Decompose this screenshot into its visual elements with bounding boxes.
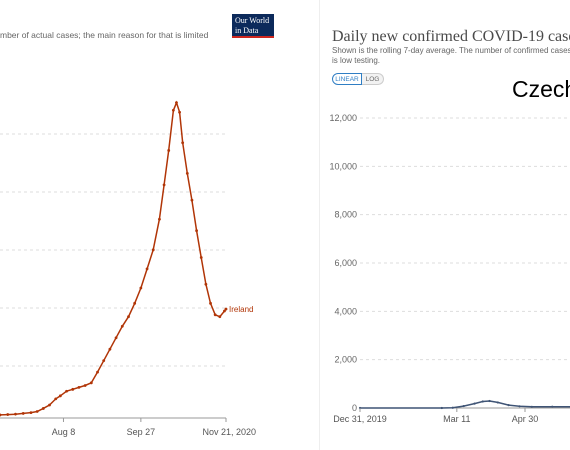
data-point — [114, 336, 118, 340]
data-point — [440, 406, 443, 410]
y-tick-label: 2,000 — [334, 355, 357, 365]
data-point — [151, 248, 155, 252]
x-tick-label: Sep 27 — [127, 427, 156, 437]
series-label-ireland: Ireland — [229, 305, 253, 314]
left-chart-panel: mber of actual cases; the main reason fo… — [0, 14, 274, 437]
data-point — [120, 324, 124, 328]
owid-logo[interactable]: Our World in Data — [232, 14, 274, 38]
data-point — [507, 404, 510, 407]
data-point — [35, 410, 39, 413]
data-point — [181, 141, 185, 145]
data-point — [102, 359, 106, 363]
data-point — [213, 313, 217, 317]
data-point — [58, 394, 62, 398]
data-point — [175, 101, 178, 105]
data-point — [223, 309, 226, 313]
data-point — [54, 397, 58, 401]
x-tick-label: Aug 8 — [52, 427, 76, 437]
data-point — [139, 286, 143, 290]
data-point — [496, 401, 499, 404]
data-point — [21, 412, 25, 415]
y-tick-label: 12,000 — [329, 113, 357, 123]
left-chart-subtitle: mber of actual cases; the main reason fo… — [0, 30, 209, 40]
x-tick-label: Dec 31, 2019 — [333, 414, 387, 424]
log-scale-button[interactable]: LOG — [362, 73, 384, 85]
data-point — [190, 198, 194, 202]
left-line-chart: Ireland Aug 8 Sep 27 Nov 21, 2020 — [0, 100, 256, 437]
data-point — [530, 405, 533, 408]
data-point — [451, 406, 454, 409]
data-point — [518, 405, 521, 408]
data-point — [145, 267, 149, 271]
data-point — [171, 108, 175, 112]
data-point — [71, 387, 75, 391]
data-point — [0, 413, 2, 417]
y-tick-label: 6,000 — [334, 258, 357, 268]
data-point — [481, 400, 484, 403]
data-point — [96, 370, 99, 374]
data-point — [224, 307, 228, 311]
chart-subtitle: Shown is the rolling 7-day average. The … — [332, 46, 570, 65]
data-point — [133, 301, 137, 305]
owid-logo-line1: Our World — [235, 16, 270, 25]
data-point — [89, 381, 93, 385]
y-tick-label: 0 — [352, 403, 357, 413]
data-point — [127, 315, 130, 319]
data-point — [77, 386, 81, 389]
data-point — [14, 412, 17, 416]
data-point — [218, 315, 222, 319]
linear-scale-button[interactable]: LINEAR — [332, 73, 362, 85]
y-tick-label: 10,000 — [329, 161, 357, 171]
right-line-chart: 0 2,000 4,000 6,000 8,000 10,000 12,000 Dec 31,… — [329, 113, 570, 424]
data-point — [551, 405, 554, 408]
data-point — [488, 399, 491, 403]
data-point — [204, 282, 208, 286]
country-overlay-label: Czech — [512, 76, 570, 102]
data-point — [167, 149, 171, 152]
series-line — [360, 400, 570, 409]
data-point — [108, 347, 112, 351]
data-point — [195, 229, 198, 233]
data-point — [462, 404, 465, 408]
y-tick-label: 8,000 — [334, 210, 357, 220]
chart-title: Daily new confirmed COVID-19 cases — [332, 28, 570, 45]
data-point — [473, 402, 476, 405]
data-point — [29, 411, 33, 415]
series-line-ireland — [0, 100, 227, 416]
data-point — [185, 171, 189, 175]
data-point — [65, 389, 68, 393]
data-point — [83, 384, 87, 387]
data-point — [178, 110, 181, 114]
data-point — [199, 256, 203, 259]
data-point — [48, 403, 51, 407]
panel-divider — [319, 0, 320, 450]
x-tick-label: Apr 30 — [512, 414, 539, 424]
y-tick-label: 4,000 — [334, 306, 357, 316]
owid-logo-line2: in Data — [235, 26, 259, 35]
x-tick-label: Nov 21, 2020 — [202, 427, 256, 437]
data-point — [158, 217, 161, 221]
data-point — [6, 413, 10, 416]
data-point — [41, 407, 45, 410]
right-chart-panel: Daily new confirmed COVID-19 cases Shown… — [320, 0, 570, 450]
data-point — [162, 183, 166, 187]
x-tick-label: Mar 11 — [443, 414, 470, 424]
data-point — [209, 301, 212, 305]
